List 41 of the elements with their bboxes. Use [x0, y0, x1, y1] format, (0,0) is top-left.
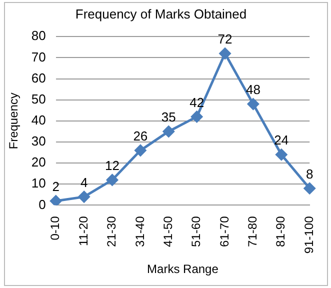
point [106, 174, 118, 186]
x-tick-label: 41-50 [160, 216, 175, 247]
y-tick-label: 30 [31, 134, 46, 149]
y-tick-label: 40 [31, 112, 46, 128]
x-tick-label: 31-40 [132, 216, 147, 247]
x-tick-label: 0-10 [48, 216, 62, 240]
data-label: 12 [105, 158, 120, 174]
point [219, 48, 231, 60]
data-label: 26 [133, 128, 148, 144]
x-tick-label: 61-70 [217, 216, 232, 247]
x-tick-label: 51-60 [189, 216, 204, 247]
x-tick-label: 81-90 [274, 216, 288, 247]
data-label: 24 [274, 132, 289, 148]
y-tick-label: 50 [31, 91, 46, 106]
y-tick-label: 80 [31, 28, 46, 44]
x-axis-title: Marks Range [147, 262, 219, 276]
y-tick-label: 10 [31, 176, 46, 191]
y-tick-label: 0 [38, 196, 46, 212]
data-label: 8 [306, 166, 314, 182]
data-label: 4 [80, 174, 88, 190]
data-label: 72 [218, 32, 232, 47]
y-tick-label: 60 [31, 70, 46, 86]
data-label: 2 [52, 179, 60, 194]
x-tick-label: 11-20 [76, 216, 90, 246]
y-axis-title: Frequency [6, 92, 21, 150]
point [191, 110, 203, 122]
x-tick-label: 21-30 [104, 216, 119, 247]
point [50, 195, 62, 206]
point [78, 191, 90, 203]
chart-title: Frequency of Marks Obtained [75, 6, 247, 22]
point [304, 182, 316, 194]
y-tick-label: 20 [31, 154, 46, 170]
data-label: 35 [161, 110, 176, 125]
x-tick-label: 91-100 [302, 216, 316, 254]
point [134, 144, 146, 156]
y-tick-label: 70 [31, 49, 46, 64]
point [247, 98, 259, 110]
x-tick-label: 71-80 [246, 216, 260, 247]
point [276, 148, 288, 160]
point [162, 126, 174, 138]
data-label: 48 [246, 82, 260, 98]
